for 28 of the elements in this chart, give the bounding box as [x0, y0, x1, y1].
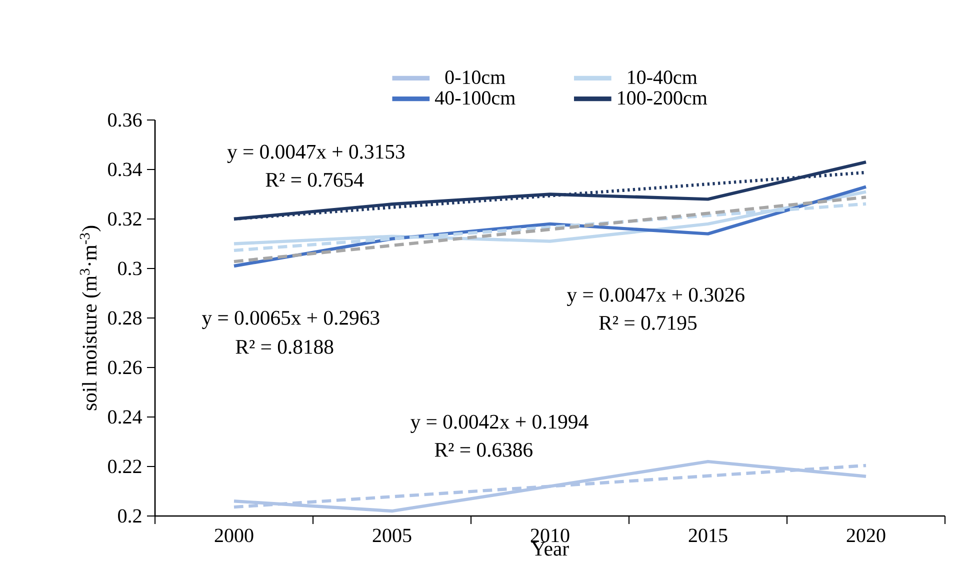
annotation: R² = 0.8188: [236, 340, 334, 354]
y-axis-title: soil moisture (m$^{3}$·m$^{-3}$): [80, 226, 101, 410]
y-tick-label: 0.2: [118, 509, 142, 523]
x-tick-label: 2005: [372, 528, 412, 542]
y-tick-label: 0.22: [108, 460, 142, 474]
legend-label: 40-100cm: [434, 91, 516, 105]
y-tick-label: 0.32: [108, 212, 142, 226]
legend-label: 0-10cm: [445, 70, 506, 84]
annotation: y = 0.0065x + 0.2963: [202, 310, 380, 330]
y-tick-label: 0.26: [108, 360, 142, 374]
legend-label: 100-200cm: [618, 91, 708, 105]
annotation: R² = 0.7654: [266, 172, 364, 187]
x-tick-label: 2015: [688, 528, 728, 542]
x-axis-title: Year: [531, 542, 569, 556]
y-tick-label: 0.3: [118, 262, 142, 276]
annotation: y = 0.0047x + 0.3153: [227, 144, 404, 163]
y-tick-label: 0.36: [108, 113, 142, 127]
annotation: y = 0.0042x + 0.1994: [410, 414, 588, 434]
annotation: R² = 0.6386: [434, 442, 532, 457]
x-tick-label: 2010: [530, 528, 570, 542]
y-tick-label: 0.24: [108, 410, 142, 424]
legend-label: 10-40cm: [628, 70, 698, 84]
x-tick-label: 2020: [846, 528, 886, 542]
y-tick-label: 0.28: [108, 311, 142, 325]
x-tick-label: 2000: [214, 528, 254, 542]
annotation: y = 0.0047x + 0.3026: [566, 288, 744, 306]
y-tick-label: 0.34: [108, 162, 142, 176]
annotation: R² = 0.7195: [599, 316, 697, 330]
